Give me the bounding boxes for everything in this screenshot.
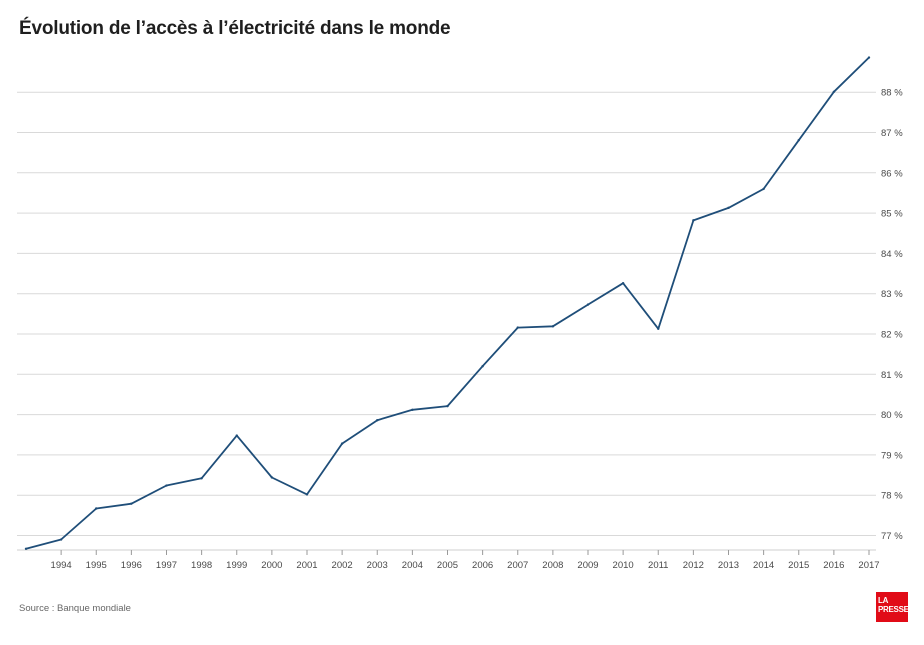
- y-tick-label-84: 84 %: [881, 249, 903, 260]
- x-tick-label-2004: 2004: [402, 560, 423, 571]
- y-tick-label-79: 79 %: [881, 450, 903, 461]
- x-tick-label-2011: 2011: [648, 560, 668, 571]
- x-tick-label-1996: 1996: [121, 560, 142, 571]
- data-point-1997: [165, 484, 168, 487]
- data-point-2004: [411, 408, 414, 411]
- data-point-2005: [446, 404, 449, 408]
- x-tick-label-1999: 1999: [226, 560, 247, 571]
- y-tick-label-77: 77 %: [881, 531, 903, 542]
- x-tick-label-2012: 2012: [683, 560, 704, 571]
- x-tick-label-2010: 2010: [613, 560, 634, 571]
- x-axis-ticks: 1994 1995 1996 1997 1998 1999 2000 2001 2002 2003…: [51, 550, 880, 571]
- x-tick-label-1998: 1998: [191, 560, 212, 571]
- chart-title: Évolution de l’accès à l’électricité dan…: [19, 18, 451, 39]
- x-tick-label-2005: 2005: [437, 560, 458, 571]
- x-tick-label-2013: 2013: [718, 560, 739, 571]
- x-tick-label-2000: 2000: [261, 560, 282, 571]
- data-point-2013: [727, 206, 730, 210]
- x-tick-label-2014: 2014: [753, 560, 774, 571]
- y-tick-label-83: 83 %: [881, 289, 903, 300]
- data-point-1995: [95, 507, 98, 510]
- data-point-2008: [551, 325, 555, 328]
- x-tick-label-1995: 1995: [86, 560, 107, 571]
- data-point-2000: [270, 476, 274, 479]
- data-point-1999: [235, 434, 238, 437]
- series-layer: [24, 56, 871, 550]
- la-presse-logo: LA PRESSE: [876, 592, 909, 622]
- data-point-2014: [762, 187, 765, 191]
- x-tick-label-2006: 2006: [472, 560, 493, 571]
- x-tick-label-2017: 2017: [858, 560, 879, 571]
- x-tick-label-2001: 2001: [296, 560, 317, 571]
- series-line-0: [25, 56, 870, 550]
- y-tick-label-81: 81 %: [881, 370, 903, 381]
- data-point-2017: [867, 56, 871, 59]
- x-tick-label-2015: 2015: [788, 560, 809, 571]
- y-tick-label-82: 82 %: [881, 330, 903, 341]
- y-tick-label-87: 87 %: [881, 128, 903, 139]
- x-tick-label-2008: 2008: [542, 560, 563, 571]
- data-point-2011: [657, 327, 660, 330]
- data-point-2012: [692, 219, 695, 222]
- data-point-2003: [376, 419, 379, 422]
- data-point-2007: [516, 326, 519, 329]
- x-tick-label-1997: 1997: [156, 560, 177, 571]
- data-point-1994: [59, 538, 63, 541]
- y-axis-tick-labels: 77 % 78 % 79 % 80 % 81 % 82 % 83 % 84 % 85 % 86 %…: [881, 88, 903, 542]
- y-tick-label-85: 85 %: [881, 209, 903, 220]
- logo-line-2: PRESSE: [878, 604, 909, 614]
- x-tick-label-2007: 2007: [507, 560, 528, 571]
- data-point-2006: [481, 365, 484, 368]
- gridlines: [17, 91, 876, 551]
- data-point-1996: [130, 502, 133, 505]
- x-tick-label-2009: 2009: [577, 560, 598, 571]
- y-tick-label-80: 80 %: [881, 410, 903, 421]
- data-point-1998: [200, 477, 203, 480]
- y-tick-label-86: 86 %: [881, 168, 903, 179]
- data-point-2015: [797, 138, 800, 142]
- data-point-2001: [305, 493, 309, 496]
- data-point-2002: [340, 442, 344, 445]
- x-tick-label-2002: 2002: [332, 560, 353, 571]
- y-tick-label-78: 78 %: [881, 491, 903, 502]
- source-note: Source : Banque mondiale: [19, 603, 131, 614]
- data-point-1993: [24, 547, 28, 550]
- logo-line-1: LA: [878, 596, 889, 605]
- x-tick-label-2016: 2016: [823, 560, 844, 571]
- data-point-2009: [586, 303, 590, 306]
- data-point-2016: [832, 90, 836, 93]
- data-point-2010: [621, 282, 625, 285]
- x-tick-label-1994: 1994: [51, 560, 72, 571]
- x-tick-label-2003: 2003: [367, 560, 388, 571]
- y-tick-label-88: 88 %: [881, 88, 903, 99]
